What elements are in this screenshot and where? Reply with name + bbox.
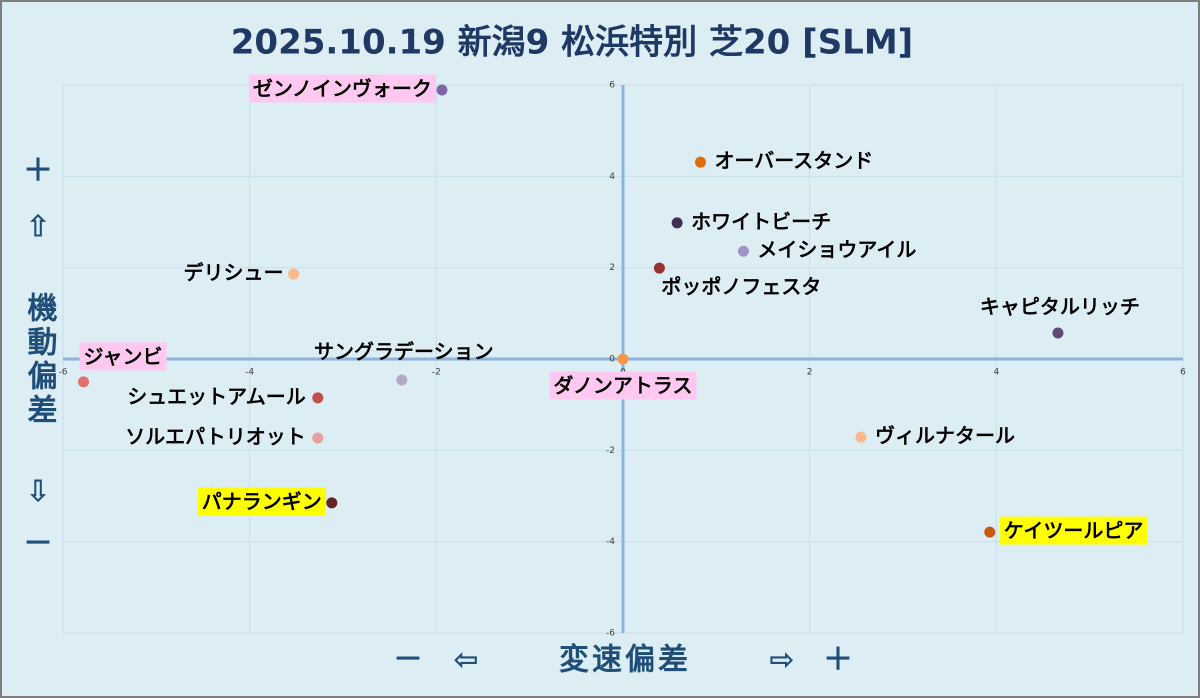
y-tick-label: -6 bbox=[606, 629, 615, 639]
point bbox=[671, 217, 683, 229]
point bbox=[288, 268, 300, 280]
point bbox=[312, 432, 324, 444]
point-group: ゼンノインヴォーク bbox=[248, 74, 436, 103]
label-highlight bbox=[999, 516, 1148, 545]
y-minus-arrow: ⇩ bbox=[25, 475, 50, 510]
x-minus-arrow: ⇦ bbox=[453, 643, 478, 678]
x-tick-label: -2 bbox=[432, 368, 441, 378]
label-highlight bbox=[197, 487, 326, 516]
y-plus: ＋ bbox=[23, 154, 53, 189]
point bbox=[1052, 327, 1064, 339]
x-tick-label: 4 bbox=[993, 368, 999, 378]
point-label: パナランギン bbox=[202, 489, 322, 513]
y-tick-label: -4 bbox=[606, 537, 615, 547]
point-group: ダノンアトラス bbox=[549, 371, 697, 400]
point bbox=[78, 376, 90, 388]
label-highlight bbox=[79, 342, 167, 371]
x-tick-label: -6 bbox=[59, 368, 68, 378]
y-axis-label: 機動偏差 bbox=[22, 292, 58, 428]
point-label: メイショウアイル bbox=[757, 238, 916, 262]
point bbox=[312, 392, 324, 404]
point-group: ジャンビ bbox=[79, 342, 167, 371]
point-label: ホワイトビーチ bbox=[691, 209, 831, 233]
point-label: デリシュー bbox=[184, 261, 284, 285]
point bbox=[653, 262, 665, 274]
y-tick-label: 4 bbox=[609, 172, 615, 182]
point-group: オーバースタンド bbox=[714, 149, 873, 173]
y-tick-label: -2 bbox=[606, 446, 615, 456]
label-highlight bbox=[248, 74, 436, 103]
x-minus: － bbox=[393, 643, 423, 678]
point-group: ケイツールピア bbox=[999, 516, 1148, 545]
point-group: ソルエパトリオット bbox=[125, 425, 306, 449]
x-plus-arrow: ⇨ bbox=[769, 643, 794, 678]
x-plus: ＋ bbox=[823, 643, 853, 678]
point-label: サングラデーション bbox=[314, 340, 494, 364]
point bbox=[617, 353, 629, 365]
point-label: ポッポノフェスタ bbox=[661, 275, 821, 299]
x-tick-label: 6 bbox=[1180, 368, 1186, 378]
point-label: ゼンノインヴォーク bbox=[253, 77, 432, 101]
point bbox=[737, 245, 749, 257]
point-label: キャピタルリッチ bbox=[980, 294, 1140, 318]
point-label: ケイツールピア bbox=[1004, 519, 1144, 543]
point-label: ヴィルナタール bbox=[875, 424, 1015, 448]
chart-title: 2025.10.19 新潟9 松浜特別 芝20 [SLM] bbox=[231, 23, 913, 63]
point-label: オーバースタンド bbox=[714, 149, 873, 173]
y-tick-label: 2 bbox=[609, 263, 615, 273]
point bbox=[855, 431, 867, 443]
point bbox=[694, 156, 706, 168]
y-plus-arrow: ⇧ bbox=[25, 210, 50, 245]
point-group: キャピタルリッチ bbox=[980, 294, 1140, 318]
point-label: ダノンアトラス bbox=[554, 374, 693, 398]
point-group: サングラデーション bbox=[314, 340, 494, 364]
point-group: シュエットアムール bbox=[127, 384, 306, 408]
point-group: デリシュー bbox=[184, 261, 284, 285]
x-axis-label: 変速偏差 bbox=[559, 643, 691, 678]
point bbox=[436, 84, 448, 96]
point-label: シュエットアムール bbox=[127, 384, 306, 408]
y-minus: － bbox=[23, 527, 53, 562]
point-group: ヴィルナタール bbox=[875, 424, 1015, 448]
y-tick-label: 0 bbox=[609, 355, 615, 365]
y-tick-label: 6 bbox=[609, 81, 615, 91]
point-label: ソルエパトリオット bbox=[125, 425, 306, 449]
x-tick-label: 2 bbox=[807, 368, 813, 378]
label-highlight bbox=[549, 371, 697, 400]
point-group: メイショウアイル bbox=[757, 238, 916, 262]
point-group: パナランギン bbox=[197, 487, 326, 516]
point bbox=[396, 374, 408, 386]
point-group: ポッポノフェスタ bbox=[661, 275, 821, 299]
point-group: ホワイトビーチ bbox=[691, 209, 831, 233]
point-label: ジャンビ bbox=[84, 344, 163, 368]
point bbox=[326, 497, 338, 509]
x-tick-label: -4 bbox=[245, 368, 254, 378]
point bbox=[984, 526, 996, 538]
